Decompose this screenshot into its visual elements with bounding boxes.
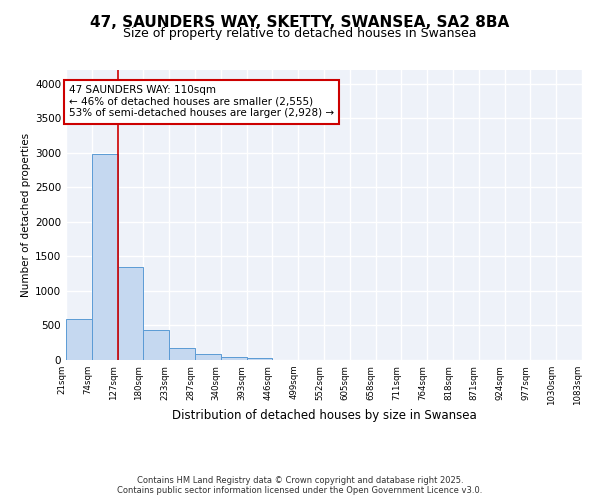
Bar [195, 354, 221, 360]
Text: Size of property relative to detached houses in Swansea: Size of property relative to detached ho… [123, 28, 477, 40]
Bar [66, 318, 92, 360]
Bar [169, 348, 195, 360]
Bar [247, 358, 272, 360]
Text: Contains HM Land Registry data © Crown copyright and database right 2025.
Contai: Contains HM Land Registry data © Crown c… [118, 476, 482, 495]
Y-axis label: Number of detached properties: Number of detached properties [21, 133, 31, 297]
Text: 47, SAUNDERS WAY, SKETTY, SWANSEA, SA2 8BA: 47, SAUNDERS WAY, SKETTY, SWANSEA, SA2 8… [91, 15, 509, 30]
Bar [92, 154, 118, 360]
Bar [143, 330, 169, 360]
Bar [221, 356, 247, 360]
Bar [118, 267, 143, 360]
Text: 47 SAUNDERS WAY: 110sqm
← 46% of detached houses are smaller (2,555)
53% of semi: 47 SAUNDERS WAY: 110sqm ← 46% of detache… [69, 85, 334, 118]
X-axis label: Distribution of detached houses by size in Swansea: Distribution of detached houses by size … [172, 410, 476, 422]
